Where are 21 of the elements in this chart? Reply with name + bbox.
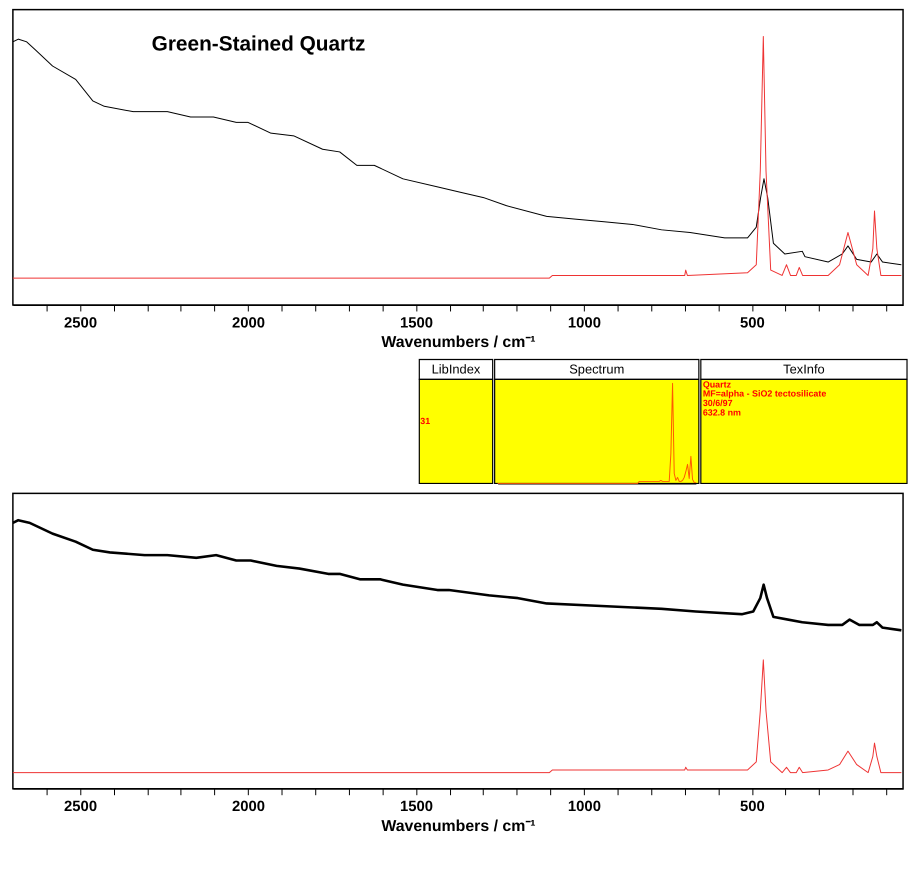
chart-title: Green-Stained Quartz <box>152 32 366 56</box>
text: MF=alpha - SiO2 tectosilicate <box>702 388 826 399</box>
category-label: LibIndex <box>432 361 481 376</box>
text: 632.8 nm <box>702 408 742 418</box>
x-axis-title: Wavenumbers / cm⁻¹ <box>381 818 536 835</box>
category-label: TexInfo <box>783 361 825 376</box>
category-label: Spectrum <box>569 361 624 376</box>
x-tick-label: 1500 <box>400 315 434 332</box>
x-tick-label: 2000 <box>232 315 266 332</box>
x-tick-label: 2500 <box>64 799 98 816</box>
x-tick-label: 1500 <box>400 799 434 816</box>
x-tick-label: 2000 <box>232 799 266 816</box>
text: 31 <box>420 416 430 426</box>
x-tick-label: 1000 <box>568 315 601 332</box>
text: Quartz <box>702 379 732 390</box>
x-tick-label: 500 <box>740 799 765 816</box>
text: 30/6/97 <box>702 398 733 408</box>
x-tick-label: 500 <box>740 315 765 332</box>
x-axis-title: Wavenumbers / cm⁻¹ <box>381 334 536 352</box>
x-tick-label: 2500 <box>64 315 98 332</box>
x-tick-label: 1000 <box>568 799 601 816</box>
